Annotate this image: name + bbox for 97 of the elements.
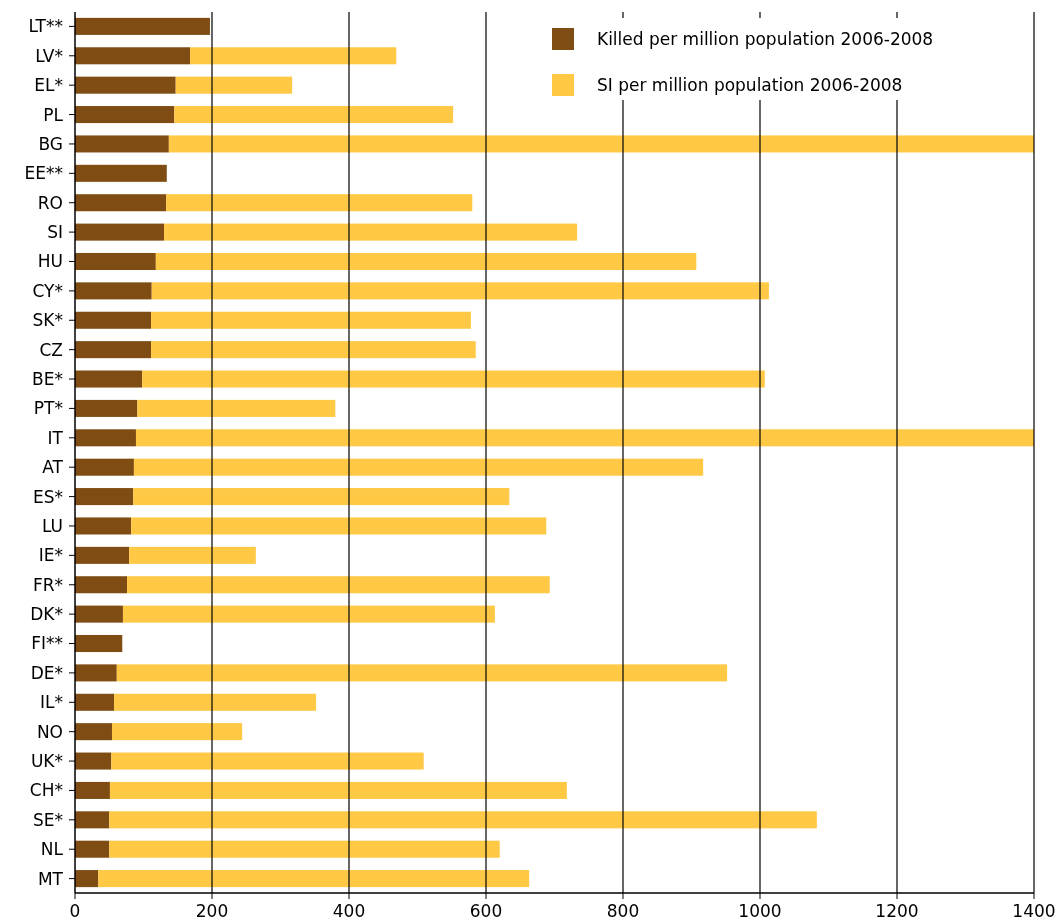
bar <box>131 517 547 535</box>
y-tick-label: DK* <box>30 604 63 625</box>
y-tick-label: BE* <box>32 368 63 389</box>
bar <box>137 399 336 417</box>
x-tick-label: 400 <box>332 901 366 921</box>
y-tick-label: EL* <box>34 75 63 96</box>
bar <box>75 370 143 388</box>
bar <box>75 723 112 741</box>
y-tick-label: UK* <box>30 751 63 772</box>
y-tick-label: FI** <box>31 633 63 654</box>
bar <box>75 17 210 35</box>
x-tick-label: 0 <box>69 901 81 921</box>
y-tick-label: LV* <box>35 45 63 66</box>
bar <box>75 840 110 858</box>
y-tick-label: RO <box>37 192 63 213</box>
y-tick-label: DE* <box>30 662 63 683</box>
x-tick-label: 1000 <box>738 901 782 921</box>
bar <box>75 870 99 888</box>
y-tick-label: NL <box>40 839 64 860</box>
bar <box>166 194 473 212</box>
bar <box>133 488 510 506</box>
bar <box>75 252 156 271</box>
y-tick-label: EE** <box>24 163 63 184</box>
bar <box>75 106 175 124</box>
bar <box>75 429 136 447</box>
y-tick-label: IT <box>47 427 64 448</box>
y-tick-label: CY* <box>32 280 63 301</box>
x-tick-label: 800 <box>606 901 640 921</box>
y-tick-label: LU <box>41 515 63 536</box>
y-tick-label: MT <box>37 868 64 889</box>
bar <box>122 605 495 623</box>
x-tick-label: 1400 <box>1012 901 1056 921</box>
bar <box>75 76 176 94</box>
y-tick-label: HU <box>37 251 63 272</box>
bar <box>155 252 697 271</box>
bar <box>75 223 165 241</box>
x-tick-label: 200 <box>195 901 229 921</box>
bar <box>168 135 1034 153</box>
y-tick-label: NO <box>36 721 63 742</box>
x-tick-label: 1200 <box>875 901 919 921</box>
bar <box>75 693 115 711</box>
bar <box>75 194 167 212</box>
y-tick-label: FR* <box>32 574 63 595</box>
bar <box>75 164 167 182</box>
bar <box>175 76 293 94</box>
y-tick-label: LT** <box>28 16 63 37</box>
bar <box>151 341 476 359</box>
x-tick-label: 600 <box>469 901 503 921</box>
bar <box>151 311 471 329</box>
legend-label: SI per million population 2006-2008 <box>597 74 903 95</box>
bar <box>174 106 454 124</box>
bar <box>190 47 397 65</box>
y-tick-label: AT <box>42 457 64 478</box>
y-tick-label: SK* <box>32 310 63 331</box>
y-tick-label: PT* <box>33 398 63 419</box>
bar <box>75 664 117 682</box>
bar <box>75 781 110 799</box>
bar <box>135 429 1034 447</box>
y-tick-label: BG <box>38 133 63 154</box>
bar <box>129 546 256 564</box>
y-tick-label: CZ <box>39 339 63 360</box>
y-tick-label: IE* <box>38 545 63 566</box>
bar <box>75 811 110 829</box>
y-tick-label: ES* <box>32 486 63 507</box>
y-tick-label: PL <box>43 104 64 125</box>
bar <box>75 399 138 417</box>
bar <box>75 282 152 300</box>
bar <box>75 605 123 623</box>
bar <box>116 664 728 682</box>
y-tick-label: SE* <box>32 809 63 830</box>
legend-label: Killed per million population 2006-2008 <box>597 28 934 49</box>
bar <box>109 811 817 829</box>
bar <box>75 135 169 153</box>
bar <box>111 752 424 770</box>
bar <box>98 870 530 888</box>
bar <box>164 223 578 241</box>
bar <box>127 576 550 594</box>
bar <box>75 311 152 329</box>
bar <box>75 634 123 653</box>
bar <box>75 488 134 506</box>
bar <box>75 517 132 535</box>
y-tick-label: IL* <box>40 692 63 713</box>
bar <box>75 576 128 594</box>
bar <box>133 458 704 476</box>
bar <box>75 752 112 770</box>
y-tick-label: SI <box>47 222 63 243</box>
bar <box>111 723 243 741</box>
bar <box>75 341 152 359</box>
bar <box>151 282 769 300</box>
bar <box>109 840 500 858</box>
bar <box>114 693 317 711</box>
bar <box>142 370 765 388</box>
y-tick-label: CH* <box>29 780 63 801</box>
bar <box>75 47 191 65</box>
bar <box>109 781 567 799</box>
bar <box>75 458 134 476</box>
bar <box>75 546 130 564</box>
